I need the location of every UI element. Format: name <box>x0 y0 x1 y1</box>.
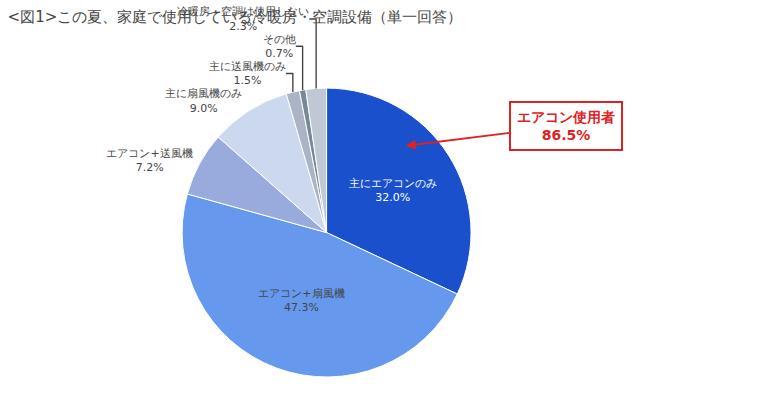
svg-text:エアコン使用者86.5%: エアコン使用者86.5% <box>517 109 615 143</box>
svg-text:<図1>この夏、家庭で使用している冷暖房・空調設備（単一回答: <図1>この夏、家庭で使用している冷暖房・空調設備（単一回答） <box>8 8 463 26</box>
svg-text:主に扇風機のみ9.0%: 主に扇風機のみ9.0% <box>165 87 242 114</box>
svg-text:主にエアコンのみ32.0%: 主にエアコンのみ32.0% <box>349 177 437 204</box>
svg-text:エアコン+送風機7.2%: エアコン+送風機7.2% <box>106 147 192 174</box>
svg-text:エアコン+扇風機47.3%: エアコン+扇風機47.3% <box>258 287 344 314</box>
svg-text:主に送風機のみ1.5%: 主に送風機のみ1.5% <box>209 60 286 87</box>
svg-text:冷暖房・空調は使用しない2.3%: 冷暖房・空調は使用しない2.3% <box>177 5 309 32</box>
svg-text:その他0.7%: その他0.7% <box>263 33 296 60</box>
